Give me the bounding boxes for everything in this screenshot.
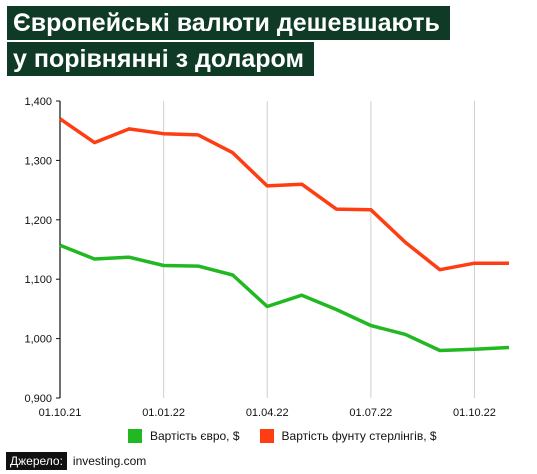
chart-title-line-2: у порівнянні з доларом — [7, 42, 314, 76]
x-tick-label: 01.10.22 — [453, 407, 496, 419]
legend-item-pound: Вартість фунту стерлінгів, $ — [259, 429, 437, 443]
y-tick-label: 1,100 — [24, 274, 52, 286]
series-line-euro — [59, 243, 510, 353]
y-tick-label: 1,400 — [24, 96, 52, 108]
y-tick-label: 1,000 — [24, 334, 52, 346]
source-value: investing.com — [72, 454, 147, 468]
x-tick-label: 01.07.22 — [349, 407, 392, 419]
source-note: Джерело: investing.com — [6, 452, 146, 470]
legend: Вартість євро, $ Вартість фунту стерлінг… — [128, 429, 457, 443]
legend-swatch-pound — [259, 429, 274, 443]
series-line-pound — [59, 117, 509, 272]
legend-label-euro: Вартість євро, $ — [150, 429, 240, 443]
source-label: Джерело: — [6, 452, 67, 470]
chart-title-line-1: Європейські валюти дешевшають — [7, 6, 450, 40]
y-tick-label: 1,200 — [24, 215, 52, 227]
y-tick-label: 0,900 — [24, 393, 52, 405]
y-tick-label: 1,300 — [24, 155, 52, 167]
legend-item-euro: Вартість євро, $ — [128, 429, 240, 443]
legend-swatch-euro — [128, 429, 142, 443]
x-tick-label: 01.10.21 — [39, 407, 82, 419]
x-tick-label: 01.04.22 — [246, 407, 289, 419]
legend-label-pound: Вартість фунту стерлінгів, $ — [281, 429, 437, 443]
x-tick-label: 01.01.22 — [142, 407, 185, 419]
